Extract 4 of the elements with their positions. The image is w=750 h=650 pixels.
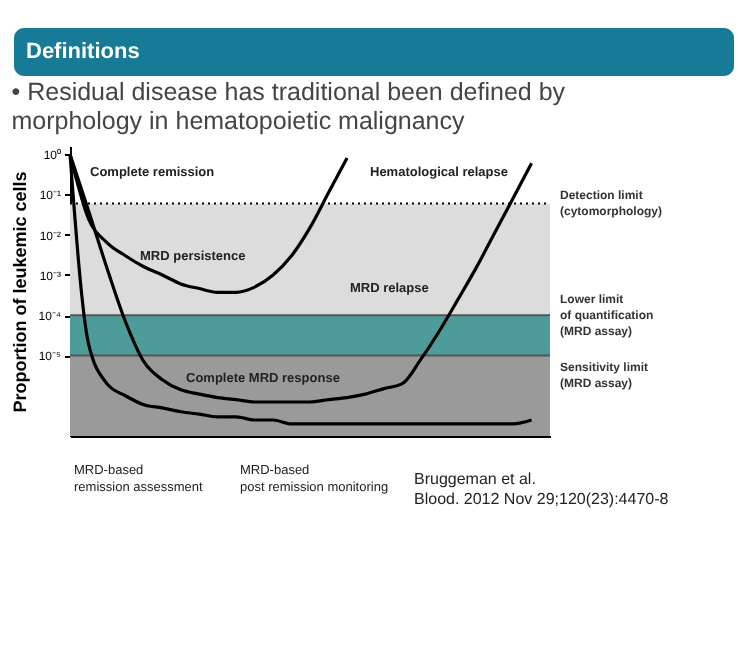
chart-subtitle: • Residual disease has traditional been defined by morphology in hematopoietic malignancy: [11, 78, 567, 135]
text: Bruggeman et al. Blood. 2012 Nov 29;120(23):4470-8: [414, 470, 670, 508]
y-axis-title: Proportion of leukemic cells: [10, 171, 31, 413]
chart-title: Definitions: [26, 40, 140, 64]
